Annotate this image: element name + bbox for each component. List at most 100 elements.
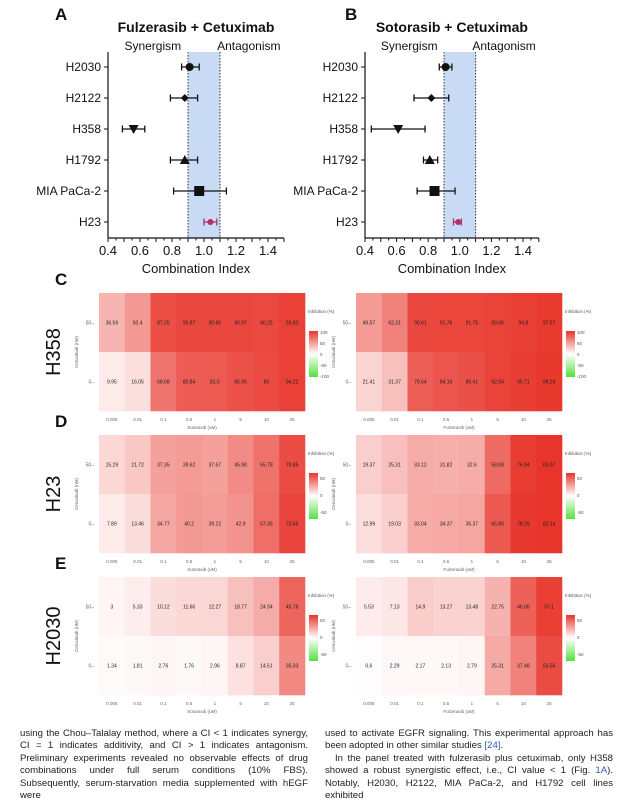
cell-value: 85.95: [234, 380, 247, 386]
y-axis-title: Cetuximab (nM): [74, 477, 79, 510]
x-tick-label: 25: [290, 701, 296, 706]
x-tick-label: 0.01: [390, 701, 399, 706]
legend-tick-label: 0: [577, 493, 580, 498]
antagonism-label: Antagonism: [472, 39, 535, 53]
heatmap-cell: [381, 293, 408, 353]
heatmap-cell: [484, 494, 511, 554]
heatmap-cell: [407, 352, 434, 412]
y-axis-title: Cetuximab (nM): [331, 619, 336, 652]
x-tick-label: 0.5: [443, 701, 450, 706]
heatmap-cell: [99, 494, 126, 554]
x-axis-title: Fulzerasib (uM): [443, 567, 475, 572]
cell-value: 33.12: [414, 463, 427, 469]
heatmap-cell: [356, 636, 383, 696]
cell-line-label: H23: [79, 215, 101, 229]
cell-value: 14.9: [416, 605, 426, 611]
cell-value: 2.13: [441, 664, 451, 670]
heatmap-cell: [124, 494, 151, 554]
x-tick-label: 1: [471, 559, 474, 564]
heatmap-cell: [536, 293, 563, 353]
cell-value: 62.31: [388, 321, 401, 327]
cell-value: 53.56: [543, 664, 556, 670]
text: In the panel treated with fulzerasib plu…: [325, 752, 613, 777]
x-tick-label: 0.5: [443, 559, 450, 564]
heatmap-cell: [227, 577, 254, 637]
text: .: [500, 740, 504, 752]
paragraph: using the Chou–Talalay method, where a C…: [20, 728, 308, 802]
x-tick-label: 1: [214, 417, 217, 422]
heatmap-cell: [510, 435, 537, 495]
cell-value: 76.94: [517, 463, 530, 469]
additive-band: [188, 52, 220, 238]
cell-value: 2.29: [390, 664, 400, 670]
legend-colorbar: [566, 331, 575, 377]
cell-value: 94.8: [519, 321, 529, 327]
x-axis-title: Sotorasib (uM): [187, 709, 217, 714]
cell-value: 83.14: [543, 522, 556, 528]
cell-value: 37.35: [157, 463, 170, 469]
heatmap-cell: [202, 577, 229, 637]
cell-line-label: MIA PaCa-2: [36, 184, 101, 198]
text: used to activate EGFR signaling. This ex…: [325, 728, 613, 752]
x-tick-label: 1.4: [259, 243, 277, 258]
cell-line-title: H2030: [43, 607, 65, 666]
ci-point: [185, 63, 194, 71]
additive-band: [444, 52, 476, 238]
ci-point: [441, 63, 450, 71]
legend-title: Inhibition (%): [565, 309, 592, 314]
synergism-label: Synergism: [381, 39, 438, 53]
heatmap-cell: [484, 293, 511, 353]
cell-value: 90.86: [209, 321, 222, 327]
x-tick-label: 10: [521, 417, 527, 422]
x-tick-label: 1: [214, 559, 217, 564]
cell-value: 11.66: [183, 605, 195, 611]
heatmap-cell: [253, 577, 280, 637]
heatmap-cell: [356, 352, 383, 412]
legend-tick-label: -100: [320, 374, 330, 379]
cell-line-title: H23: [43, 476, 65, 513]
legend-tick-label: 50: [577, 476, 583, 481]
x-tick-label: 0.5: [443, 417, 450, 422]
figure-link[interactable]: 1A: [595, 765, 608, 777]
legend-tick-label: -50: [577, 652, 584, 657]
cell-value: 95.71: [517, 380, 530, 386]
heatmap-cell: [253, 352, 280, 412]
cell-line-label: H2030: [323, 60, 359, 74]
x-axis-title: Sotorasib (uM): [187, 567, 217, 572]
heatmap-cell: [150, 636, 177, 696]
heatmap-cell: [279, 293, 306, 353]
cell-value: 10.12: [157, 605, 170, 611]
cell-value: 33.04: [414, 522, 427, 528]
legend-title: Inhibition (%): [308, 309, 335, 314]
cell-value: 16.05: [131, 380, 144, 386]
legend-tick-label: -50: [577, 363, 584, 368]
heatmap-cell: [150, 577, 177, 637]
heatmap-cell: [202, 636, 229, 696]
y-tick-label: 0–: [345, 380, 351, 386]
heatmap-cell: [433, 636, 460, 696]
x-tick-label: 0.01: [133, 417, 142, 422]
x-axis-title: Combination Index: [398, 261, 507, 276]
legend-tick-label: 100: [577, 330, 585, 335]
cell-value: 31.82: [440, 463, 453, 469]
x-tick-label: 0.01: [133, 559, 142, 564]
heatmap-cell: [253, 636, 280, 696]
x-tick-label: 10: [264, 559, 270, 564]
cell-value: 13.27: [440, 605, 453, 611]
cell-value: 65.86: [491, 522, 504, 528]
heatmap-cell: [510, 293, 537, 353]
x-tick-label: 0.005: [106, 701, 118, 706]
x-tick-label: 5: [239, 701, 242, 706]
legend-tick-label: -50: [320, 652, 327, 657]
x-tick-label: 10: [521, 701, 527, 706]
citation-link[interactable]: [24]: [484, 740, 501, 752]
heatmap-cell: [279, 577, 306, 637]
cell-value: 8.87: [236, 664, 246, 670]
x-tick-label: 25: [547, 559, 553, 564]
heatmap-cell: [150, 494, 177, 554]
cell-line-label: H23: [336, 215, 358, 229]
heatmap-cell: [124, 435, 151, 495]
x-tick-label: 0.5: [186, 417, 193, 422]
cell-value: 92.84: [491, 380, 504, 386]
cell-value: 1.34: [107, 664, 117, 670]
